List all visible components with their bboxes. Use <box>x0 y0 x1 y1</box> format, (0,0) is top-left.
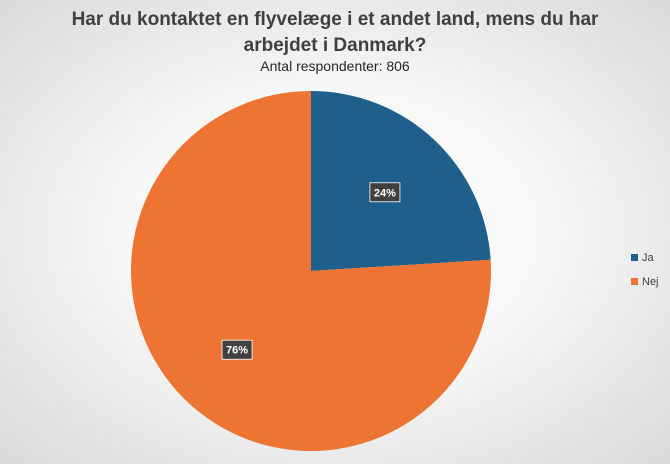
data-label-nej: 76% <box>221 339 253 360</box>
pie-slice-ja <box>311 91 491 271</box>
legend-label-ja: Ja <box>642 251 654 264</box>
chart-title: Har du kontaktet en flyvelæge i et andet… <box>0 7 670 59</box>
legend-label-nej: Nej <box>642 275 659 288</box>
legend-item-ja: Ja <box>631 251 659 264</box>
legend: Ja Nej <box>631 251 659 299</box>
data-label-box <box>369 182 401 203</box>
chart-title-line2: arbejdet i Danmark? <box>243 35 427 56</box>
chart-subtitle: Antal respondenter: 806 <box>260 58 410 74</box>
data-label-text: 76% <box>226 345 248 357</box>
legend-swatch-ja <box>631 254 638 261</box>
data-label-box <box>221 339 253 360</box>
chart-title-line1: Har du kontaktet en flyvelæge i et andet… <box>71 9 599 30</box>
data-label-ja: 24% <box>369 182 401 203</box>
legend-swatch-nej <box>631 278 638 285</box>
legend-item-nej: Nej <box>631 275 659 288</box>
pie-slice-nej <box>130 91 491 451</box>
data-label-text: 24% <box>374 187 396 199</box>
